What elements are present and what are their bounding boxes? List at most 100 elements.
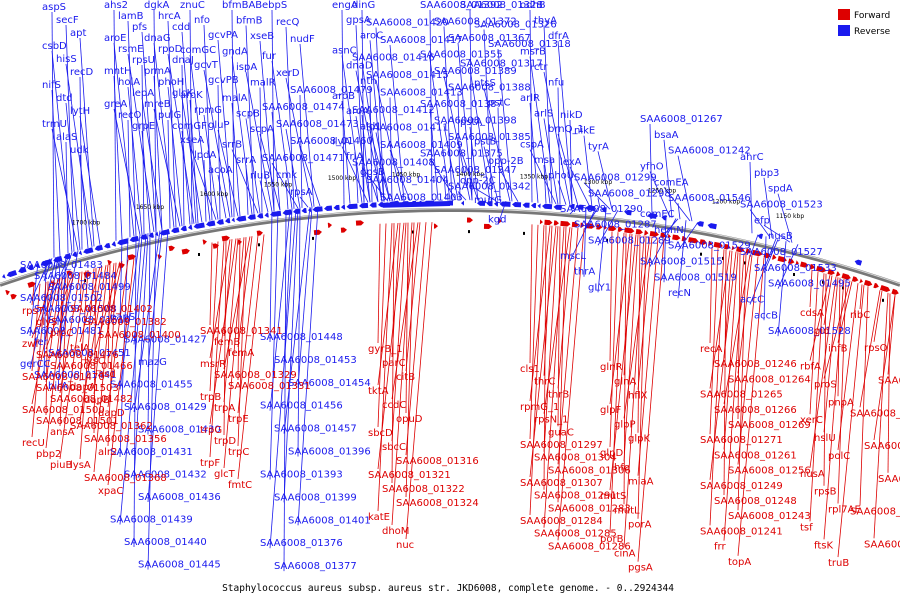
reverse-gene-label: glcK bbox=[172, 88, 194, 99]
forward-feature bbox=[355, 220, 364, 226]
tick-label: 1700 kbp bbox=[72, 220, 100, 227]
leader-line bbox=[677, 155, 693, 222]
leader-line bbox=[361, 167, 389, 202]
forward-feature bbox=[466, 217, 473, 223]
forward-feature bbox=[879, 285, 891, 293]
leader-line bbox=[569, 207, 597, 262]
leader-line bbox=[245, 118, 261, 214]
leader-line bbox=[237, 237, 247, 447]
reverse-gene-label: SAA6008_01460 bbox=[290, 136, 373, 147]
reverse-gene-label: SAA6008_01429 bbox=[124, 402, 207, 413]
leader-line bbox=[837, 283, 859, 450]
leader-line bbox=[543, 226, 559, 452]
tick-label: 1400 kbp bbox=[456, 171, 484, 178]
leader-line bbox=[583, 206, 587, 277]
reverse-gene-label: apt bbox=[70, 28, 86, 39]
reverse-gene-label: cmk bbox=[276, 170, 297, 181]
leader-line bbox=[375, 132, 391, 202]
reverse-gene-label: engA bbox=[332, 0, 358, 11]
leader-line bbox=[283, 209, 287, 572]
forward-feature bbox=[672, 234, 681, 241]
reverse-gene-label: ispA bbox=[236, 62, 257, 73]
leader-line bbox=[107, 261, 123, 330]
reverse-gene-label: SAA6008_01417 bbox=[380, 35, 463, 46]
leader-line bbox=[809, 274, 831, 361]
leader-line bbox=[245, 25, 255, 214]
leader-line bbox=[529, 149, 557, 205]
reverse-gene-label: kgd bbox=[488, 215, 507, 226]
reverse-gene-label: odhB bbox=[520, 0, 546, 11]
forward-gene-label: cdsA bbox=[800, 308, 824, 319]
forward-feature bbox=[202, 239, 207, 245]
leader-line bbox=[259, 180, 269, 213]
leader-line bbox=[269, 210, 279, 480]
leader-line bbox=[859, 284, 863, 310]
reverse-feature bbox=[111, 241, 117, 247]
leader-line bbox=[557, 226, 567, 503]
reverse-gene-label: recO bbox=[118, 110, 142, 121]
forward-feature bbox=[649, 230, 659, 237]
reverse-gene-label: SAA6008_01411 bbox=[366, 123, 449, 134]
reverse-gene-label: SAA6008_01393 bbox=[260, 470, 343, 481]
reverse-gene-label: nikD bbox=[560, 110, 583, 121]
leader-line bbox=[583, 135, 593, 208]
leader-line bbox=[93, 263, 115, 473]
reverse-gene-label: msrB bbox=[520, 47, 546, 58]
forward-gene-label: ccdC bbox=[382, 400, 406, 411]
leader-line bbox=[497, 48, 513, 202]
reverse-feature bbox=[369, 202, 377, 208]
reverse-gene-label: xerD bbox=[276, 68, 300, 79]
leader-line bbox=[637, 238, 665, 562]
forward-feature bbox=[580, 222, 585, 228]
reverse-gene-label: SAA6008_01398 bbox=[434, 116, 517, 127]
reverse-feature bbox=[380, 201, 451, 208]
leader-line bbox=[133, 233, 149, 480]
leader-line bbox=[113, 75, 123, 240]
reverse-gene-label: rsmE bbox=[118, 44, 143, 55]
reverse-gene-label: SAA6008_01287 bbox=[574, 220, 657, 231]
reverse-gene-label: SAA6008_01431 bbox=[110, 447, 193, 458]
leader-line bbox=[217, 39, 233, 218]
marker bbox=[606, 238, 608, 242]
reverse-gene-label: dnaD bbox=[346, 61, 373, 72]
leader-line bbox=[299, 196, 309, 208]
leader-line bbox=[609, 231, 613, 362]
forward-feature bbox=[5, 290, 10, 296]
leader-line bbox=[181, 31, 197, 224]
leader-line bbox=[51, 89, 61, 256]
reverse-gene-label: lytH bbox=[70, 106, 90, 117]
forward-gene-label: SAA6008_01368 bbox=[84, 473, 167, 484]
reverse-gene-label: SAA6008_01385 bbox=[448, 132, 531, 143]
leader-line bbox=[529, 224, 539, 440]
leader-line bbox=[223, 238, 239, 403]
leader-line bbox=[483, 146, 499, 201]
marker bbox=[412, 230, 414, 234]
leader-line bbox=[405, 222, 433, 540]
reverse-gene-label: SAA6008_01479 bbox=[290, 85, 373, 96]
forward-gene-label: asd bbox=[98, 369, 116, 380]
reverse-gene-label: SAA6008_01499 bbox=[48, 282, 131, 293]
forward-gene-label: SAA6008_01243 bbox=[728, 511, 811, 522]
forward-gene-label: alr2 bbox=[98, 447, 117, 458]
reverse-gene-label: mazG bbox=[138, 357, 167, 368]
leader-line bbox=[809, 276, 837, 468]
reverse-feature bbox=[854, 259, 863, 266]
reverse-gene-label: brnQ_1 bbox=[548, 124, 584, 135]
reverse-gene-label: lpdA bbox=[194, 150, 216, 161]
leader-line bbox=[203, 24, 213, 221]
leader-line bbox=[181, 97, 203, 223]
leader-line bbox=[859, 286, 869, 506]
forward-gene-label: pnpA bbox=[828, 397, 854, 408]
forward-gene-label: hfq bbox=[614, 462, 630, 473]
leader-line bbox=[823, 278, 845, 540]
forward-gene-label: SAA6008_01329 bbox=[214, 370, 297, 381]
reverse-gene-label: ebpS bbox=[262, 0, 287, 11]
forward-gene-label: SAA6008_01307 bbox=[520, 478, 603, 489]
leader-line bbox=[375, 27, 385, 202]
forward-feature bbox=[313, 229, 322, 236]
tick-label: 1250 kbp bbox=[648, 187, 676, 194]
forward-gene-label: SAA6008_01230 bbox=[878, 376, 900, 387]
reverse-gene-label: SAA6008_01290 bbox=[560, 204, 643, 215]
forward-gene-label: zwf bbox=[22, 339, 39, 350]
